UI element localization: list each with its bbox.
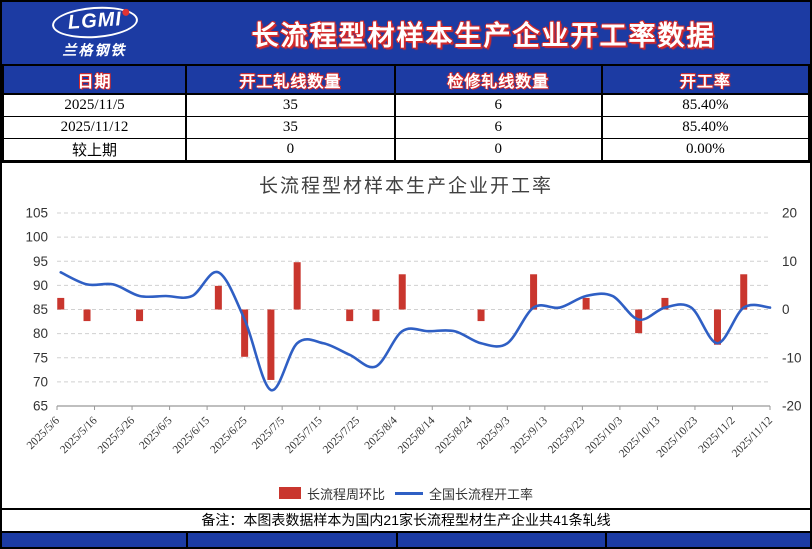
x-axis-tick-label: 2025/8/4	[362, 414, 400, 452]
x-axis-tick-label: 2025/7/15	[283, 414, 325, 456]
legend-item-line-series: 全国长流程开工率	[395, 484, 533, 503]
wow-change-bar	[635, 309, 643, 333]
x-axis-tick-label: 2025/5/16	[58, 414, 100, 456]
bar-series-swatch-icon	[278, 487, 301, 499]
table-cell: 85.40%	[600, 115, 810, 139]
legend-label-bar-series: 长流程周环比	[306, 486, 385, 502]
table-cell: 85.40%	[600, 93, 810, 117]
wow-change-bar	[713, 309, 721, 345]
table-cell: 较上期	[2, 137, 187, 161]
table-cell: 0.00%	[600, 137, 810, 161]
left-axis-tick-label: 65	[33, 398, 48, 413]
x-axis-tick-label: 2025/9/13	[508, 414, 550, 456]
left-axis-tick-label: 85	[33, 302, 48, 317]
table-cell: 0	[184, 137, 396, 161]
x-axis-tick-label: 2025/8/24	[433, 414, 475, 456]
table-cell: 35	[184, 115, 396, 139]
left-axis-tick-label: 95	[33, 253, 48, 268]
operating-rate-line	[59, 270, 772, 391]
right-axis-tick-label: -20	[782, 398, 802, 413]
chart-legend: 长流程周环比 全国长流程开工率	[2, 484, 810, 503]
wow-change-bar	[740, 273, 748, 309]
table-row: 较上期 0 0 0.00%	[2, 137, 810, 161]
table-header: 日期 开工轧线数量 检修轧线数量 开工率	[2, 64, 810, 95]
page-title: 长流程型材样本生产企业开工率数据	[251, 20, 716, 51]
wow-change-bar	[57, 297, 65, 309]
wow-change-bar	[214, 285, 222, 309]
left-axis-tick-label: 75	[33, 350, 48, 365]
table-row: 2025/11/5 35 6 85.40%	[2, 93, 810, 117]
table-cell: 2025/11/5	[2, 93, 187, 117]
left-axis-tick-label: 105	[25, 205, 48, 220]
wow-change-bar	[136, 309, 144, 321]
x-axis-tick-label: 2025/11/12	[730, 414, 775, 459]
wow-change-bar	[398, 273, 406, 309]
footer-note-row: 备注：本图表数据样本为国内21家长流程型材生产企业共41条轧线	[2, 507, 810, 531]
table-cell: 2025/11/12	[2, 115, 187, 139]
left-axis-tick-label: 90	[33, 277, 48, 292]
wow-change-bar	[661, 297, 669, 309]
wow-change-bar	[372, 309, 380, 321]
left-axis-tick-label: 100	[25, 229, 48, 244]
col-header-operating-lines: 开工轧线数量	[184, 64, 396, 95]
logo-subtext: 兰格钢铁	[62, 43, 127, 59]
table-cell: 35	[184, 93, 396, 117]
table-row: 2025/11/12 35 6 85.40%	[2, 115, 810, 139]
company-logo: LGMI 兰格钢铁	[2, 3, 187, 60]
legend-label-line-series: 全国长流程开工率	[429, 486, 534, 502]
table-cell: 6	[393, 93, 603, 117]
logo-oval-icon: LGMI	[50, 3, 139, 41]
x-axis-tick-label: 2025/6/15	[171, 414, 213, 456]
x-axis-tick-label: 2025/6/25	[208, 414, 250, 456]
x-axis-tick-label: 2025/8/14	[396, 414, 438, 456]
right-axis-tick-label: 20	[782, 205, 797, 220]
x-axis-tick-label: 2025/7/25	[321, 414, 363, 456]
table-cell: 0	[393, 137, 603, 161]
table-cell: 6	[393, 115, 603, 139]
right-axis-tick-label: 10	[782, 253, 797, 268]
strip-divider	[396, 532, 398, 547]
logo-text: LGMI	[66, 7, 123, 34]
footer-note: 备注：本图表数据样本为国内21家长流程型材生产企业共41条轧线	[201, 512, 611, 528]
wow-change-bar	[83, 309, 91, 321]
right-axis-tick-label: 0	[782, 302, 790, 317]
legend-item-bar-series: 长流程周环比	[278, 484, 385, 503]
x-axis-tick-label: 2025/7/5	[250, 414, 288, 452]
left-axis-tick-label: 80	[33, 326, 48, 341]
report-table-body: 2025/11/5 35 6 85.40% 2025/11/12 35 6 85.40% 较上期…	[2, 93, 810, 161]
col-header-operating-rate: 开工率	[600, 64, 810, 95]
wow-change-bar	[530, 273, 538, 309]
strip-divider	[186, 532, 188, 547]
left-axis-tick-label: 70	[33, 374, 48, 389]
wow-change-bar	[346, 309, 354, 321]
chart-title: 长流程型材样本生产企业开工率	[258, 175, 553, 197]
header-band: LGMI 兰格钢铁 长流程型材样本生产企业开工率数据	[2, 2, 810, 64]
col-header-date: 日期	[2, 64, 187, 95]
strip-divider	[605, 532, 607, 547]
line-series-swatch-icon	[395, 491, 423, 495]
table-header-row: 日期 开工轧线数量 检修轧线数量 开工率	[2, 64, 810, 95]
x-axis-tick-label: 2025/9/23	[546, 414, 588, 456]
operating-rate-table: 日期 开工轧线数量 检修轧线数量 开工率 2025/11/5 35 6 85.40% 2…	[2, 64, 810, 161]
logo-dot-icon	[121, 8, 130, 16]
wow-change-bar	[582, 297, 590, 309]
chart-canvas: 1051009590858075706520100-10-202025/5/62…	[25, 205, 802, 460]
x-axis-tick-label: 2025/10/23	[655, 414, 701, 460]
wow-change-bar	[267, 309, 275, 380]
wow-change-bar	[241, 309, 249, 357]
bottom-strip	[2, 530, 810, 547]
wow-change-bar	[293, 261, 301, 309]
chart-section: 长流程型材样本生产企业开工率 105 100 95 90 85 80 75 70 65 20 10 0…	[2, 160, 810, 508]
x-axis-tick-label: 2025/9/3	[475, 414, 513, 452]
x-axis-tick-label: 2025/5/26	[96, 414, 138, 456]
wow-change-bar	[477, 309, 485, 321]
right-axis-tick-label: -10	[782, 350, 802, 365]
col-header-maintenance-lines: 检修轧线数量	[393, 64, 603, 95]
x-axis-tick-label: 2025/5/6	[25, 414, 63, 452]
x-axis-tick-label: 2025/6/5	[137, 414, 175, 452]
